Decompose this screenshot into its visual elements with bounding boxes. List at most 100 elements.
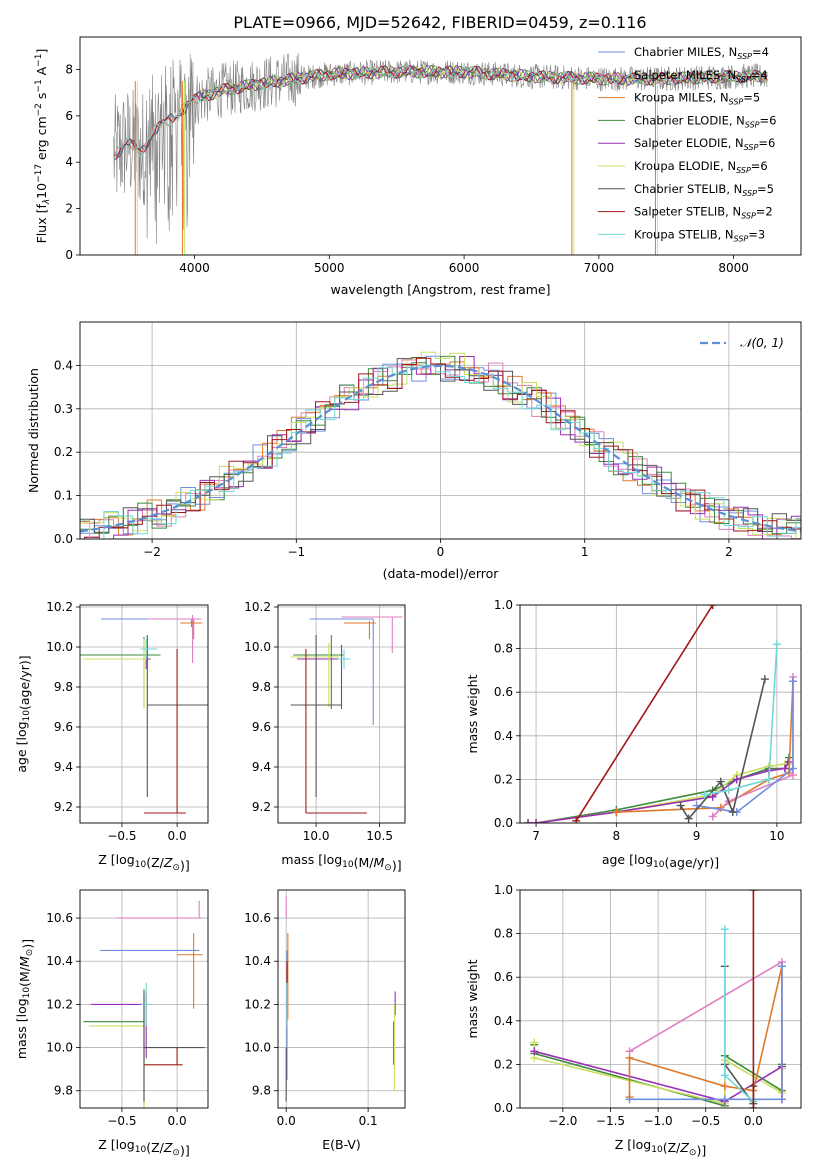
x-axis-label: age [log10(age/yr)] [602,852,719,870]
y-tick-label: 1.0 [494,598,513,612]
x-tick-label: 0.0 [744,1114,763,1128]
histogram-kroupa-elodie [80,351,801,539]
x-tick-label: 0.0 [168,1114,187,1128]
x-tick-label: −1.5 [596,1114,625,1128]
y-tick-label: 10.0 [244,640,271,654]
legend-entry: Salpeter MILES, NSSP=4 [634,68,768,84]
legend: 𝒩(0, 1) [700,336,784,350]
x-tick-label: 7000 [584,261,615,275]
x-tick-label: 10 [769,829,784,843]
weight-marker [532,819,541,823]
weight-marker [777,962,786,971]
spectrum-panel: 4000 5000 6000 7000 8000 0 2 4 6 8 Chabrier MILES,… [34,36,802,297]
y-tick-label: 0.2 [54,445,73,459]
legend-entry: Kroupa MILES, NSSP=5 [634,91,760,107]
weight-line [696,681,794,813]
y-tick-label: 0.3 [54,402,73,416]
mass-vs-ebv-panel: 0.0 0.1 9.8 10.0 10.2 10.4 10.6 E(B-V) [244,889,406,1152]
x-tick-label: 10.0 [303,829,330,843]
weight-marker [724,786,733,795]
y-tick-label: 0.0 [494,1101,513,1115]
weight-line [724,929,754,1103]
axes-frame [79,604,209,824]
weight-marker [716,777,725,786]
weight-marker [749,1104,758,1108]
y-tick-label: 0.1 [54,489,73,503]
y-tick-label: 0.4 [494,729,513,743]
mass-vs-z-panel: −0.5 0.0 9.8 10.0 10.2 10.4 10.6 Z [log10(Z/Z⊙)… [14,889,209,1158]
axes-frame [519,889,802,1109]
weight-marker [764,775,773,784]
weight-marker [720,1071,729,1080]
x-axis-label: Z [log10(Z/Z⊙)] [98,852,189,873]
axes-frame [519,604,802,824]
y-tick-label: 9.8 [252,1084,271,1098]
weight-vs-age-panel: 7 8 9 10 0.0 0.2 0.4 0.6 0.8 1.0 age [log10(age/yr… [465,598,802,870]
weight-marker [728,808,737,817]
weight-marker [625,1047,634,1056]
weight-marker [720,1095,729,1104]
legend-entry: 𝒩(0, 1) [740,336,784,350]
histogram-salpeter-stelib [80,357,801,539]
x-tick-label: −1.0 [644,1114,673,1128]
y-tick-label: 0.8 [494,927,513,941]
y-tick-label: 0.6 [494,685,513,699]
weight-marker [572,816,581,823]
weight-marker [708,605,717,609]
error-bars [285,896,396,1102]
y-tick-label: 0.0 [494,816,513,830]
grid [520,604,801,824]
figure-title: PLATE=0966, MJD=52642, FIBERID=0459, z=0… [233,13,646,32]
weight-line [712,676,794,818]
grid [278,605,405,823]
histograms [80,351,801,539]
weight-marker [720,925,729,934]
weight-lines [524,605,797,823]
weight-marker [772,640,781,649]
weight-lines [530,890,786,1108]
x-axis-label: wavelength [Angstrom, rest frame] [330,282,550,297]
y-axis-label: mass weight [465,959,480,1038]
residual-histogram-panel: −2 −1 0 1 2 0.0 0.1 0.2 0.3 0.4 𝒩(0, 1) (data-model… [26,321,802,581]
y-tick-label: 10.0 [46,1041,73,1055]
y-tick-label: 4 [65,155,73,169]
weight-marker [760,675,769,684]
y-tick-label: 9.8 [54,1084,73,1098]
histogram-salpeter-elodie [80,356,801,539]
y-tick-label: 10.0 [46,640,73,654]
y-tick-label: 10.6 [244,911,271,925]
legend-entry: Chabrier MILES, NSSP=4 [634,45,769,61]
y-tick-label: 10.4 [244,954,271,968]
y-tick-label: 10.2 [244,997,271,1011]
x-axis-label: Z [log10(Z/Z⊙)] [98,1137,189,1158]
x-tick-label: 1 [581,545,589,559]
y-tick-label: 0.0 [54,532,73,546]
y-axis-label: Normed distribution [26,368,41,493]
x-tick-label: 10.5 [366,829,393,843]
weight-marker [530,1038,539,1047]
y-tick-label: 9.8 [252,680,271,694]
x-tick-label: 8 [613,829,621,843]
histogram-kroupa-miles [80,361,801,536]
grid [278,890,405,1108]
y-tick-label: 6 [65,109,73,123]
y-tick-label: 10.6 [46,911,73,925]
y-tick-label: 0.6 [494,970,513,984]
y-tick-label: 9.6 [54,720,73,734]
x-tick-label: 4000 [179,261,210,275]
weight-marker [708,792,717,801]
y-tick-label: 9.2 [252,800,271,814]
x-axis-label: E(B-V) [322,1137,361,1152]
x-tick-label: −2 [143,545,161,559]
x-tick-label: 0.1 [359,1114,378,1128]
x-tick-label: 0.0 [168,829,187,843]
y-tick-label: 10.2 [244,600,271,614]
x-tick-label: 5000 [314,261,345,275]
y-tick-label: 10.0 [244,1041,271,1055]
weight-marker [720,1082,729,1091]
y-tick-label: 9.8 [54,680,73,694]
gaussian-curve [80,364,801,533]
model-kroupa-elodie [201,64,768,99]
x-tick-label: 2 [725,545,733,559]
